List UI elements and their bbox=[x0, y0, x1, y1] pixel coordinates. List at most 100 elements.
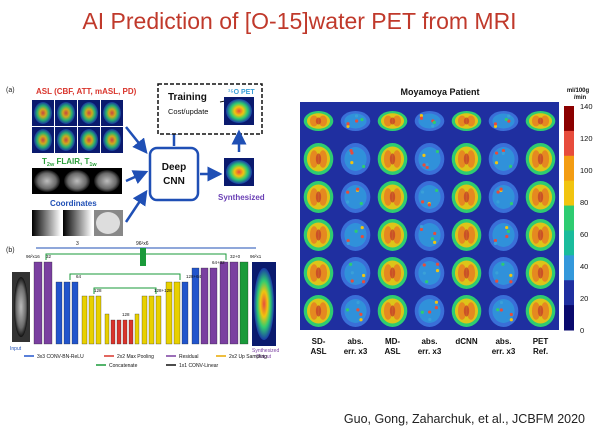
column-label-line2: ASL bbox=[385, 347, 401, 356]
colorbar-segment bbox=[564, 106, 574, 132]
colorbar-tick-label: 100 bbox=[580, 166, 593, 175]
legend-item: Concatenate bbox=[109, 363, 138, 369]
panel-a-label: (a) bbox=[6, 87, 15, 94]
unet-layer bbox=[110, 319, 116, 345]
colorbar-unit-line2: /min bbox=[574, 95, 587, 101]
unet-layer bbox=[209, 267, 218, 345]
unet-layer bbox=[63, 281, 71, 345]
asl-title: ASL (CBF, ATT, mASL, PD) bbox=[36, 87, 137, 96]
column-label-line1: abs. bbox=[495, 337, 511, 346]
unet-layer bbox=[71, 281, 79, 345]
unet-layer bbox=[88, 295, 95, 345]
network-figure: (a) ASL (CBF, ATT, mASL, PD) T2w FLAIR, … bbox=[6, 83, 279, 369]
layer-size-label: 128 bbox=[122, 312, 130, 317]
unet-layer bbox=[55, 281, 63, 345]
colorbar-tick-label: 0 bbox=[580, 326, 584, 335]
unet-layer bbox=[116, 319, 122, 345]
synthesized-label: Synthesized bbox=[218, 193, 265, 202]
colorbar-segment bbox=[564, 230, 574, 256]
column-label-line2: Ref. bbox=[533, 347, 548, 356]
unet-layer bbox=[33, 261, 43, 345]
colorbar-segment bbox=[564, 205, 574, 231]
citation: Guo, Gong, Zaharchuk, et al., JCBFM 2020 bbox=[343, 412, 585, 426]
legend-item: 3x3 CONV-BN-ReLU bbox=[37, 354, 84, 360]
coord-image-y bbox=[63, 210, 92, 236]
count-label: 3 bbox=[76, 241, 79, 247]
legend-item: 2x2 Max Pooling bbox=[117, 354, 154, 360]
unet-layer bbox=[229, 261, 239, 345]
top-branch-block bbox=[140, 248, 146, 266]
colorbar-tick-label: 120 bbox=[580, 134, 593, 143]
asl-image-grid bbox=[32, 100, 123, 153]
unet-layer bbox=[43, 261, 53, 345]
input-label: Input bbox=[10, 346, 22, 352]
unet-layer bbox=[141, 295, 148, 345]
unet-layer bbox=[95, 295, 102, 345]
column-label-line1: abs. bbox=[347, 337, 363, 346]
output-label-line1: Synthesized bbox=[252, 348, 279, 354]
column-label-line1: abs. bbox=[421, 337, 437, 346]
layer-size-label: 96²x1 bbox=[250, 254, 262, 259]
panel-b-label: (b) bbox=[6, 247, 15, 254]
layer-size-label: 64+32 bbox=[212, 260, 225, 265]
unet-layer bbox=[148, 295, 155, 345]
legend-item: Residual bbox=[179, 354, 198, 360]
unet-layer bbox=[122, 319, 128, 345]
colorbar-tick-label: 60 bbox=[580, 230, 588, 239]
deep-cnn-box bbox=[148, 146, 200, 202]
layer-size-label: 128 bbox=[94, 288, 102, 293]
unet-layer bbox=[155, 295, 162, 345]
image-grid-background bbox=[300, 102, 559, 330]
layer-size-label: 128+64 bbox=[186, 274, 202, 279]
brain-image-grid bbox=[303, 111, 556, 327]
colorbar-tick-label: 40 bbox=[580, 262, 588, 271]
column-label-line1: PET bbox=[533, 337, 549, 346]
t2-flair-t1-label: T2w FLAIR, T1w bbox=[42, 157, 97, 168]
unet-layer bbox=[134, 313, 140, 345]
unet-layer bbox=[239, 261, 249, 345]
unet-layer bbox=[191, 267, 200, 345]
legend-item: 1x1 CONV-Linear bbox=[179, 363, 219, 369]
training-label: Training bbox=[168, 92, 207, 103]
colorbar-tick-label: 20 bbox=[580, 294, 588, 303]
colorbar-tick-label: 80 bbox=[580, 198, 588, 207]
colorbar-segment bbox=[564, 180, 574, 207]
legend-item: 2x2 Up Sampling bbox=[229, 354, 267, 360]
coord-image-x bbox=[32, 210, 61, 236]
colorbar-segment bbox=[564, 130, 574, 157]
channels-top-label: 96²x6 bbox=[136, 241, 149, 247]
layer-size-label: 32+0 bbox=[230, 254, 241, 259]
unet-layer bbox=[173, 281, 181, 345]
column-label-line1: SD- bbox=[312, 337, 326, 346]
column-label-line2: ASL bbox=[311, 347, 327, 356]
colorbar-segment bbox=[564, 155, 574, 182]
unet-layer bbox=[81, 295, 88, 345]
colorbar-tick-label: 140 bbox=[580, 102, 593, 111]
slide-title: AI Prediction of [O-15]water PET from MR… bbox=[82, 8, 517, 34]
deep-cnn-line2: CNN bbox=[163, 176, 185, 187]
column-label-line2: err. x3 bbox=[492, 347, 516, 356]
unet-layer bbox=[104, 313, 110, 345]
cost-update-label: Cost/update bbox=[168, 107, 208, 116]
column-label-line2: err. x3 bbox=[418, 347, 442, 356]
column-label-line1: MD- bbox=[385, 337, 400, 346]
layer-size-label: 32 bbox=[46, 254, 52, 259]
unet-layer bbox=[165, 281, 173, 345]
layer-size-label: 64 bbox=[76, 274, 82, 279]
colorbar-segment bbox=[564, 255, 574, 281]
unet-layer bbox=[181, 281, 189, 345]
layer-size-label: 128+128 bbox=[154, 288, 172, 293]
colorbar: 140 120 100 80 60 40 20 0 bbox=[564, 102, 593, 335]
deep-cnn-line1: Deep bbox=[162, 162, 186, 173]
colorbar-unit-line1: ml/100g bbox=[567, 88, 590, 94]
unet-legend: 3x3 CONV-BN-ReLU 2x2 Max Pooling Residual 2… bbox=[24, 354, 267, 369]
output-label-line2: Output bbox=[256, 354, 272, 360]
coordinates-label: Coordinates bbox=[50, 199, 97, 208]
unet-layer bbox=[128, 319, 134, 345]
moyamoya-figure: Moyamoya Patient 140 120 100 80 60 40 20 0 ml/1… bbox=[300, 87, 593, 356]
o-pet-label: ¹⁵O PET bbox=[228, 89, 255, 96]
colorbar-segment bbox=[564, 280, 574, 306]
unet-layer bbox=[219, 261, 229, 345]
